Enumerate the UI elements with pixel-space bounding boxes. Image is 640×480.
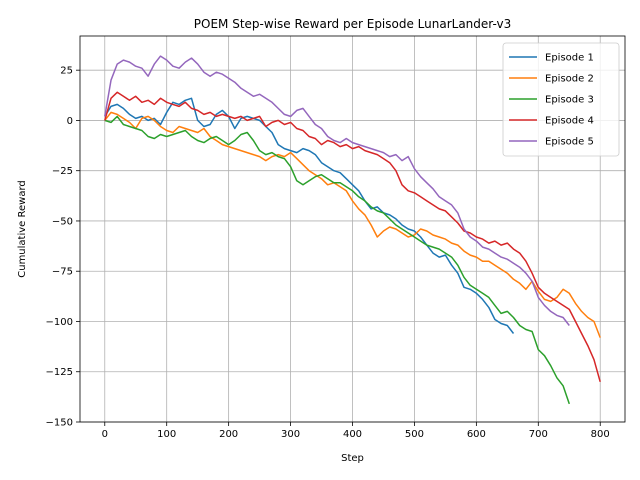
legend-label-episode-4: Episode 4 xyxy=(545,116,594,127)
y-tick-label: −50 xyxy=(52,216,73,227)
legend-label-episode-5: Episode 5 xyxy=(545,137,594,148)
series-line-episode-3 xyxy=(104,115,571,405)
y-tick-label: 0 xyxy=(67,116,73,127)
legend-label-episode-1: Episode 1 xyxy=(545,53,594,64)
legend: Episode 1 Episode 2 Episode 3 Episode 4 Epis… xyxy=(502,42,620,157)
x-axis-label: Step xyxy=(341,453,364,464)
series-line-episode-1 xyxy=(104,97,515,334)
x-tick-label: 0 xyxy=(102,429,108,440)
y-tick-label: −100 xyxy=(46,317,73,328)
y-tick-label: 25 xyxy=(60,66,73,77)
y-axis-label: Cumulative Reward xyxy=(17,180,28,278)
axis-ticks: 0 100 200 300 400 500 600 700 800 −150 −125 −100 −75… xyxy=(46,66,610,440)
x-tick-label: 100 xyxy=(157,429,176,440)
x-tick-label: 600 xyxy=(467,429,486,440)
legend-label-episode-3: Episode 3 xyxy=(545,95,594,106)
x-tick-label: 200 xyxy=(219,429,238,440)
y-tick-label: −25 xyxy=(52,166,73,177)
series-line-episode-2 xyxy=(104,111,601,338)
y-tick-label: −125 xyxy=(46,367,73,378)
series-lines xyxy=(104,55,601,405)
series-line-episode-5 xyxy=(104,55,570,326)
x-tick-label: 400 xyxy=(343,429,362,440)
x-tick-label: 300 xyxy=(281,429,300,440)
y-tick-label: −75 xyxy=(52,267,73,278)
legend-box xyxy=(502,42,620,157)
chart-title: POEM Step-wise Reward per Episode LunarL… xyxy=(194,17,511,31)
x-tick-label: 500 xyxy=(405,429,424,440)
x-tick-label: 800 xyxy=(591,429,610,440)
series-line-episode-4 xyxy=(104,91,601,383)
legend-label-episode-2: Episode 2 xyxy=(545,74,594,85)
y-tick-label: −150 xyxy=(46,418,73,429)
x-tick-label: 700 xyxy=(529,429,548,440)
